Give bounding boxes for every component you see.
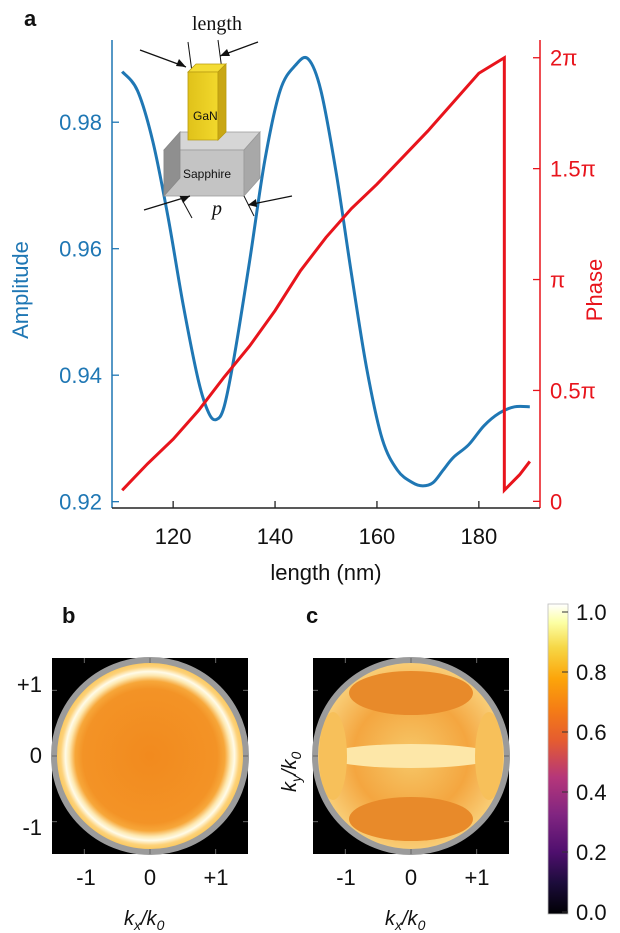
panel-c-x-axis-title: kx/k0 — [385, 908, 426, 933]
panel-c-xtick-minus1: -1 — [336, 865, 356, 890]
length-arrowhead-left — [176, 59, 186, 67]
panel-b-xtick-0: 0 — [144, 865, 156, 890]
panel-label-b: b — [62, 603, 75, 628]
colorbar-tick-label: 0.8 — [576, 660, 607, 685]
panel-a-plot: 120 140 160 180 0.92 0.94 0.96 0.98 0 0.5π π 1.5π… — [8, 40, 607, 585]
y-left-tick-label: 0.96 — [59, 237, 102, 262]
gan-front — [187, 71, 219, 141]
length-guide-left — [187, 41, 193, 73]
panel-c-right-lobe — [475, 712, 503, 800]
panel-c-xtick-0: 0 — [405, 865, 417, 890]
x-tick-label: 120 — [155, 524, 192, 549]
y-left-tick-label: 0.94 — [59, 363, 102, 388]
x-tick-label: 140 — [257, 524, 294, 549]
panel-c-heatmap: -1 0 +1 kx/k0 ky/k0 — [279, 657, 510, 933]
panel-b-xtick-plus1: +1 — [203, 865, 228, 890]
panel-c-upper-lobe — [349, 671, 473, 715]
colorbar-tick-label: 0.2 — [576, 840, 607, 865]
x-tick-label: 160 — [359, 524, 396, 549]
colorbar-gradient — [547, 603, 569, 915]
gan-label: GaN — [193, 109, 218, 123]
y-right-tick-label: π — [550, 268, 565, 293]
panel-c-y-axis-title: ky/k0 — [279, 751, 304, 792]
y-left-axis-title: Amplitude — [8, 241, 33, 339]
phase-series-line — [121, 55, 532, 494]
panel-c-bright-band — [325, 744, 497, 768]
nanopillar-inset: length Sapphire GaN p — [139, 13, 293, 220]
p-arrowhead-right — [248, 199, 257, 207]
y-right-axis-title: Phase — [582, 259, 607, 321]
y-right-tick-label: 0.5π — [550, 378, 596, 403]
length-label: length — [192, 13, 242, 35]
x-tick-label: 180 — [460, 524, 497, 549]
panel-c-lower-lobe — [349, 797, 473, 841]
gan-side — [217, 63, 227, 141]
sapphire-side — [243, 130, 261, 198]
panel-b-heatmap: +1 0 -1 -1 0 +1 kx/k0 — [17, 657, 249, 933]
panel-c-xtick-plus1: +1 — [464, 865, 489, 890]
panel-b-ytick-minus1: -1 — [22, 815, 42, 840]
colorbar-tick-label: 0.6 — [576, 720, 607, 745]
colorbar: 1.0 0.8 0.6 0.4 0.2 0.0 — [547, 600, 607, 925]
amplitude-series-line — [121, 55, 530, 488]
x-axis-title: length (nm) — [270, 560, 381, 585]
panel-b-ytick-0: 0 — [30, 743, 42, 768]
panel-label-a: a — [24, 6, 37, 31]
p-guide-left — [179, 195, 193, 219]
p-label: p — [210, 198, 222, 220]
panel-c-left-lobe — [319, 712, 347, 800]
y-right-tick-label: 1.5π — [550, 157, 596, 182]
y-right-tick-label: 2π — [550, 46, 577, 71]
colorbar-tick-label: 0.0 — [576, 900, 607, 925]
y-right-tick-label: 0 — [550, 489, 562, 514]
sapphire-left — [163, 130, 181, 198]
y-left-tick-label: 0.98 — [59, 110, 102, 135]
colorbar-tick-label: 0.4 — [576, 780, 607, 805]
y-left-tick-label: 0.92 — [59, 490, 102, 515]
length-arrowhead-right — [220, 49, 230, 56]
panel-label-c: c — [306, 603, 318, 628]
colorbar-tick-label: 1.0 — [576, 600, 607, 625]
panel-b-intensity-disk — [54, 660, 246, 852]
panel-b-ytick-plus1: +1 — [17, 672, 42, 697]
p-guide-right — [243, 195, 255, 217]
panel-b-x-axis-title: kx/k0 — [124, 908, 165, 933]
sapphire-label: Sapphire — [183, 167, 231, 181]
panel-b-xtick-minus1: -1 — [76, 865, 96, 890]
